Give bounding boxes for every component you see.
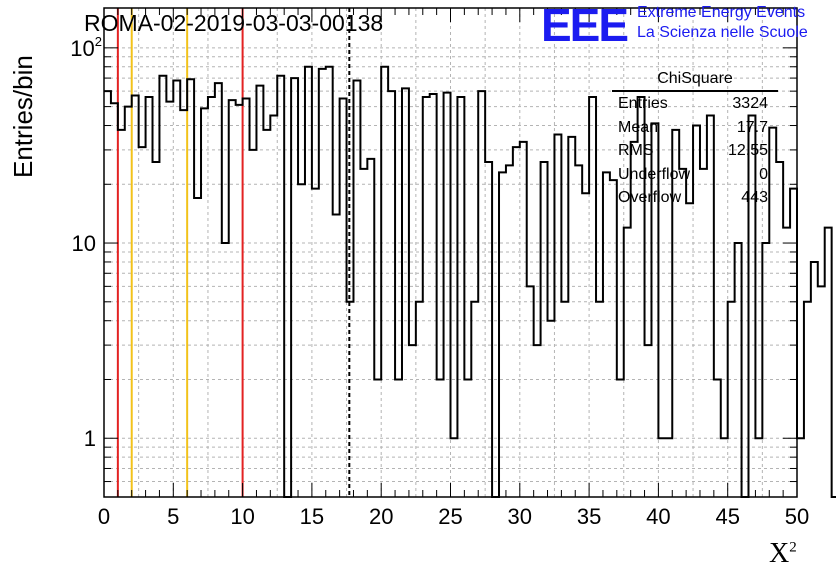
stats-row-rms: RMS 12.55 [612, 139, 778, 163]
stats-value: 443 [741, 189, 768, 206]
y-tick-label-base: 10 [72, 231, 96, 256]
x-tick-label: 45 [715, 504, 739, 529]
stats-row-overflow: Overflow 443 [612, 186, 778, 210]
x-tick-label: 10 [230, 504, 254, 529]
eee-logo: EEE [541, 0, 629, 51]
stats-label: Mean [618, 118, 659, 136]
y-tick-label-base: 10 [70, 36, 94, 61]
x-tick-label: 5 [167, 504, 179, 529]
stats-value: 12.55 [727, 142, 768, 159]
x-tick-label: 15 [300, 504, 324, 529]
chart-title: ROMA-02-2019-03-03-00138 [84, 10, 384, 36]
x-axis-label: X2 [769, 538, 797, 570]
y-tick-label-base: 1 [84, 426, 96, 451]
stats-value: 17.7 [736, 118, 768, 136]
y-tick-label: 10 [72, 231, 96, 256]
stats-label: Overflow [618, 189, 682, 206]
stats-box-title: ChiSquare [612, 70, 778, 92]
histogram-series [104, 65, 836, 498]
stats-row-underflow: Underflow 0 [612, 163, 778, 187]
y-tick-label: 102 [70, 34, 102, 61]
stats-label: Entries [618, 95, 668, 112]
stats-row-mean: Mean 17.7 [612, 116, 778, 140]
stats-value: 0 [759, 165, 768, 183]
y-tick-label-superscript: 2 [95, 34, 102, 49]
stats-row-entries: Entries 3324 [612, 92, 778, 116]
stats-value: 3324 [732, 95, 768, 112]
x-tick-label: 30 [508, 504, 532, 529]
y-tick-label: 1 [84, 426, 96, 451]
stats-label: Underflow [618, 165, 691, 183]
stats-box: ChiSquare Entries 3324 Mean 17.7 RMS 12.55 … [612, 70, 778, 210]
x-tick-label: 40 [646, 504, 670, 529]
x-tick-label: 0 [98, 504, 110, 529]
x-axis-label-base: X [769, 538, 790, 569]
brand-line-1: Extreme Energy Events [637, 4, 806, 21]
brand-line-2: La Scienza nelle Scuole [637, 24, 808, 41]
x-tick-label: 35 [577, 504, 601, 529]
x-tick-label: 20 [369, 504, 393, 529]
x-axis-label-superscript: 2 [789, 539, 797, 556]
x-tick-label: 50 [785, 504, 809, 529]
stats-label: RMS [618, 142, 654, 159]
y-axis-label: Entries/bin [8, 55, 38, 178]
x-tick-label: 25 [438, 504, 462, 529]
